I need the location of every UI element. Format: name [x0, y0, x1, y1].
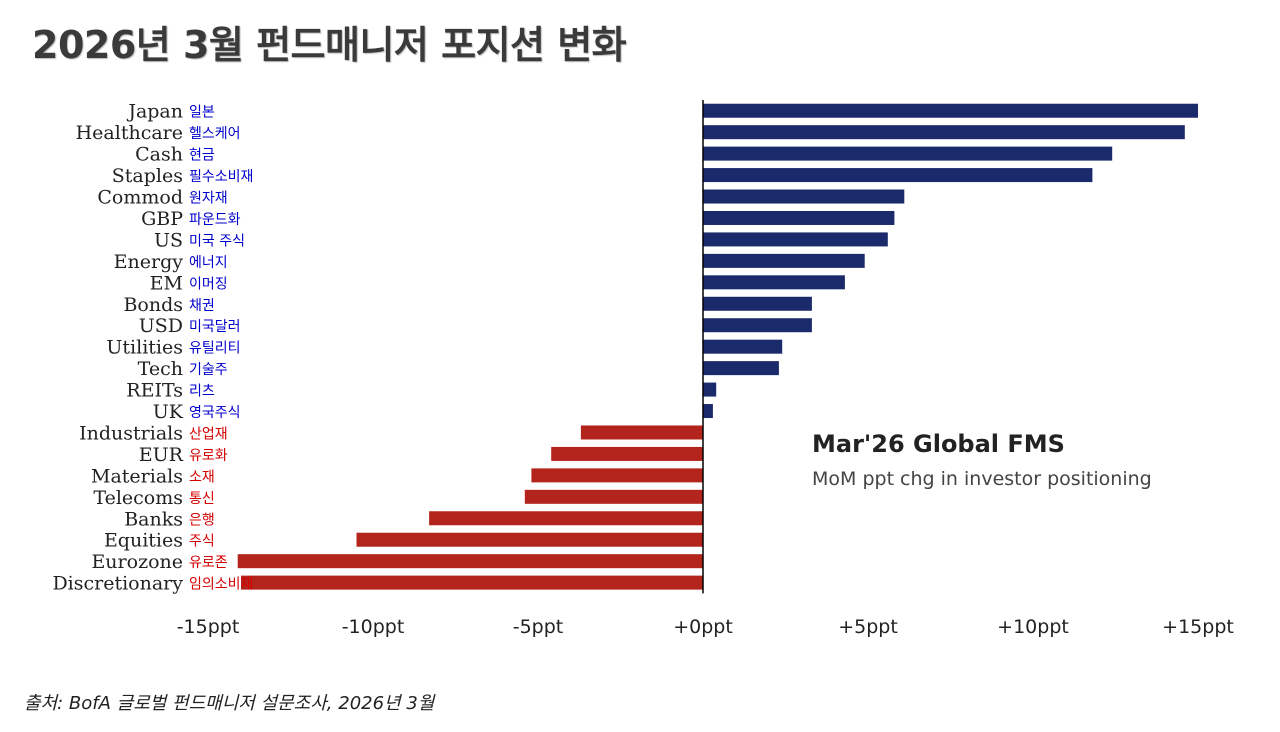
bar-equities	[356, 532, 703, 547]
bar-uk	[703, 404, 713, 419]
category-label-ko-bonds: 채권	[189, 298, 215, 314]
x-tick-label: -15ppt	[177, 616, 240, 638]
category-label-ko-equities: 주식	[189, 534, 215, 550]
category-label-ko-us: 미국 주식	[189, 233, 245, 249]
bar-usd	[703, 318, 812, 333]
category-label-us: US	[154, 229, 183, 251]
bar-healthcare	[703, 125, 1185, 140]
chart-title: Mar'26 Global FMS	[812, 430, 1065, 458]
category-label-banks: Banks	[124, 508, 183, 530]
category-label-reits: REITs	[126, 380, 183, 402]
bar-energy	[703, 253, 865, 268]
category-label-ko-energy: 에너지	[189, 255, 228, 271]
category-label-ko-uk: 영국주식	[189, 405, 241, 421]
category-label-discretionary: Discretionary	[52, 573, 183, 595]
x-tick-label: -10ppt	[342, 616, 405, 638]
category-label-em: EM	[150, 272, 183, 294]
bars-layer	[237, 103, 1198, 590]
x-tick-label: +10ppt	[997, 616, 1069, 638]
bar-eur	[551, 446, 703, 461]
x-tick-label: -5ppt	[513, 616, 564, 638]
category-label-equities: Equities	[104, 530, 183, 552]
x-tick-label: +0ppt	[673, 616, 733, 638]
category-label-ko-cash: 현금	[189, 148, 215, 164]
bar-discretionary	[241, 575, 703, 590]
bar-staples	[703, 168, 1093, 183]
x-tick-labels-layer: -15ppt -10ppt -5ppt +0ppt +5ppt +10ppt +15ppt	[177, 616, 1234, 638]
page-title: 2026년 3월 펀드매니저 포지션 변화	[32, 23, 627, 67]
category-label-uk: UK	[153, 401, 184, 423]
bar-utilities	[703, 339, 783, 354]
bar-bonds	[703, 296, 812, 311]
category-label-ko-telecoms: 통신	[189, 491, 215, 507]
category-label-ko-materials: 소재	[189, 469, 215, 485]
bar-materials	[531, 468, 703, 483]
bar-banks	[429, 511, 703, 526]
category-label-ko-gbp: 파운드화	[189, 212, 241, 228]
category-label-ko-discretionary: 임의소비재	[189, 577, 253, 593]
category-label-eurozone: Eurozone	[91, 551, 183, 573]
bar-us	[703, 232, 888, 247]
category-label-ko-reits: 리츠	[189, 384, 215, 400]
category-label-energy: Energy	[114, 251, 184, 273]
x-tick-label: +15ppt	[1162, 616, 1234, 638]
category-label-healthcare: Healthcare	[76, 122, 183, 144]
bar-japan	[703, 103, 1198, 118]
category-label-cash: Cash	[135, 144, 183, 166]
category-label-utilities: Utilities	[106, 337, 183, 359]
category-label-staples: Staples	[112, 165, 183, 187]
bar-reits	[703, 382, 717, 397]
category-label-usd: USD	[139, 315, 183, 337]
fms-bar-chart: Japan 일본 Healthcare 헬스케어 Cash 현금 Staples 필수소비재 C…	[52, 100, 1234, 638]
bar-eurozone	[237, 554, 703, 569]
x-tick-label: +5ppt	[838, 616, 898, 638]
bar-gbp	[703, 210, 895, 225]
category-label-ko-japan: 일본	[189, 105, 215, 121]
category-label-ko-utilities: 유틸리티	[189, 341, 241, 357]
category-label-ko-healthcare: 헬스케어	[189, 126, 241, 142]
category-label-ko-industrials: 산업재	[189, 426, 228, 442]
category-label-ko-commod: 원자재	[189, 191, 228, 207]
category-label-tech: Tech	[138, 358, 183, 380]
category-label-eur: EUR	[139, 444, 184, 466]
category-label-ko-usd: 미국달러	[189, 319, 241, 335]
category-label-ko-staples: 필수소비재	[189, 169, 253, 185]
category-label-materials: Materials	[91, 465, 183, 487]
bar-em	[703, 275, 845, 290]
category-label-bonds: Bonds	[123, 294, 183, 316]
category-label-commod: Commod	[97, 187, 183, 209]
category-label-ko-eurozone: 유로존	[189, 555, 228, 571]
category-label-telecoms: Telecoms	[93, 487, 183, 509]
category-label-ko-tech: 기술주	[189, 362, 228, 378]
bar-cash	[703, 146, 1113, 161]
bar-tech	[703, 361, 779, 376]
source-note: 출처: BofA 글로벌 펀드매니저 설문조사, 2026년 3월	[24, 693, 435, 714]
category-label-ko-em: 이머징	[189, 276, 228, 292]
bar-industrials	[580, 425, 703, 440]
bar-telecoms	[524, 489, 703, 504]
category-label-industrials: Industrials	[79, 422, 183, 444]
chart-subtitle: MoM ppt chg in investor positioning	[812, 468, 1152, 490]
category-label-ko-banks: 은행	[189, 512, 215, 528]
bar-commod	[703, 189, 905, 204]
category-labels-layer: Japan 일본 Healthcare 헬스케어 Cash 현금 Staples 필수소비재 C…	[52, 101, 253, 595]
category-label-gbp: GBP	[141, 208, 183, 230]
category-label-japan: Japan	[126, 101, 183, 123]
category-label-ko-eur: 유로화	[189, 448, 228, 464]
